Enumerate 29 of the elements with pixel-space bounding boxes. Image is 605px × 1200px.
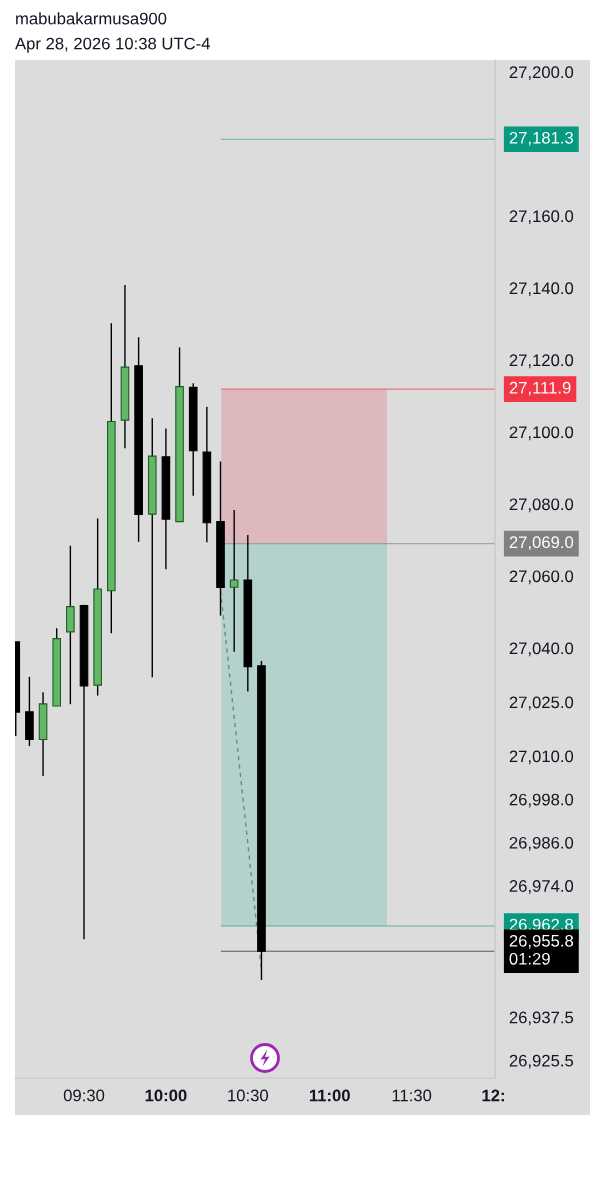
ref-line-label: 26,955.8 01:29 — [509, 934, 574, 965]
x-tick-label: 12: — [482, 1089, 504, 1102]
y-tick-label: 27,010.0 — [509, 750, 574, 765]
y-tick-label: 26,937.5 — [509, 1011, 574, 1026]
y-tick-label: 26,986.0 — [509, 836, 574, 851]
y-tick-label: 27,100.0 — [509, 426, 574, 441]
x-tick-label: 10:00 — [145, 1089, 187, 1102]
y-tick-label: 27,120.0 — [509, 354, 574, 369]
y-tick-label: 27,200.0 — [509, 66, 574, 81]
x-tick-label: 11:30 — [392, 1089, 432, 1102]
y-tick-label: 26,974.0 — [509, 880, 574, 894]
ref-line-label: 27,111.9 — [509, 381, 571, 396]
y-tick-label: 27,060.0 — [509, 570, 574, 585]
y-tick-label: 27,160.0 — [509, 210, 574, 225]
ref-line-label: 27,069.0 — [509, 536, 574, 551]
chart-title: mabubakarmusa900 — [16, 12, 167, 25]
chart-subtitle: Apr 28, 2026 10:38 UTC-4 — [15, 37, 210, 53]
ref-line-label: 26,962.8 — [509, 918, 574, 933]
y-tick-label: 27,025.0 — [509, 696, 574, 711]
y-tick-label: 26,998.0 — [509, 793, 574, 808]
y-tick-label: 27,040.0 — [509, 642, 574, 657]
x-tick-label: 10:30 — [228, 1089, 269, 1102]
y-tick-label: 26,925.5 — [509, 1054, 574, 1069]
candlestick — [229, 509, 239, 653]
x-tick-label: 11:00 — [309, 1089, 350, 1102]
x-tick-label: 09:30 — [63, 1089, 105, 1102]
y-tick-label: 27,080.0 — [509, 498, 574, 513]
y-tick-label: 27,140.0 — [509, 282, 574, 297]
ref-line-label: 27,181.3 — [509, 131, 574, 146]
